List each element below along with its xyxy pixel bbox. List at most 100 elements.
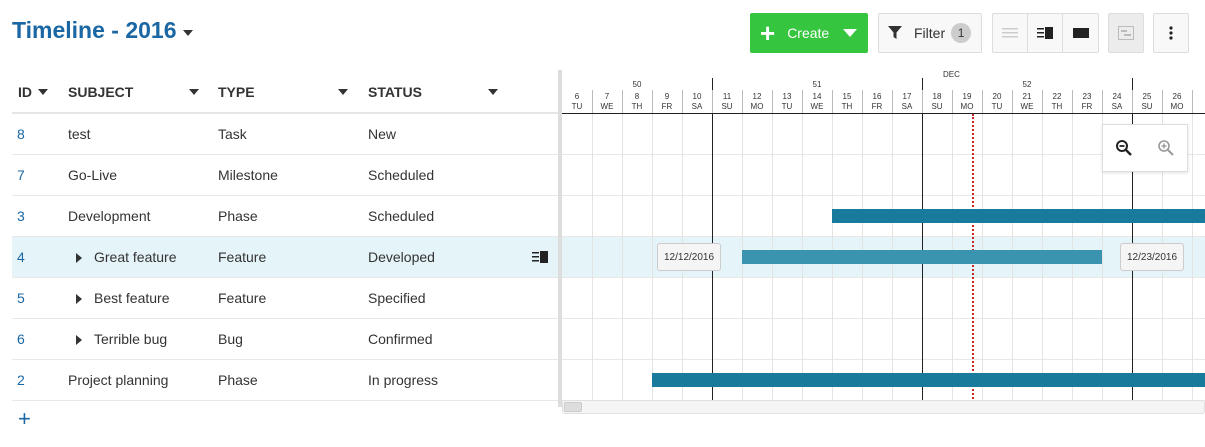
row-subject[interactable]: Project planning: [68, 372, 169, 388]
column-header-status[interactable]: STATUS: [368, 84, 422, 100]
horizontal-scrollbar[interactable]: [562, 400, 1205, 414]
column-header-id[interactable]: ID: [18, 84, 48, 100]
zoom-in-icon[interactable]: [1157, 139, 1175, 157]
gantt-header-tick: [952, 90, 953, 114]
gantt-header-tick: [1042, 90, 1043, 114]
gantt-day-number: 8: [634, 92, 640, 101]
row-type[interactable]: Feature: [218, 249, 267, 265]
row-id-link[interactable]: 4: [17, 249, 25, 265]
row-type[interactable]: Bug: [218, 331, 243, 347]
column-header-subject[interactable]: SUBJECT: [68, 84, 133, 100]
row-id-link[interactable]: 7: [17, 167, 25, 183]
table-row[interactable]: 6 Terrible bug Bug Confirmed: [12, 319, 558, 360]
gantt-header-tick: [892, 90, 893, 114]
table-row[interactable]: 2 Project planning Phase In progress: [12, 360, 558, 401]
timeline-toggle-button[interactable]: [1108, 13, 1144, 53]
gantt-day-label: 16 FR: [862, 92, 892, 112]
row-subject[interactable]: Go-Live: [68, 167, 118, 183]
table-row[interactable]: 3 Development Phase Scheduled: [12, 196, 558, 237]
filter-button[interactable]: Filter 1: [878, 13, 982, 53]
create-button[interactable]: + Create: [750, 13, 868, 53]
gantt-icon: [1118, 26, 1134, 40]
gantt-day-label: 26 MO: [1162, 92, 1192, 112]
row-id-link[interactable]: 6: [17, 331, 25, 347]
row-status[interactable]: Specified: [368, 290, 426, 306]
row-id-link[interactable]: 8: [17, 126, 25, 142]
gantt-bar-project-planning[interactable]: [652, 373, 1205, 387]
gantt-day-number: 2: [1192, 92, 1205, 102]
row-id-link[interactable]: 5: [17, 290, 25, 306]
gantt-weekday: TH: [631, 102, 643, 111]
chevron-down-icon[interactable]: [189, 89, 199, 95]
row-type[interactable]: Phase: [218, 208, 258, 224]
row-type[interactable]: Phase: [218, 372, 258, 388]
gantt-bar-development[interactable]: [832, 209, 1205, 223]
gantt-header-tick: [1012, 90, 1013, 114]
gantt-weekday: MO: [750, 102, 764, 111]
chevron-down-icon[interactable]: [488, 89, 498, 95]
gantt-week-divider: [1132, 78, 1133, 407]
gantt-day-label: 25 SU: [1132, 92, 1162, 112]
row-status[interactable]: Confirmed: [368, 331, 433, 347]
gantt-day-number: 24: [1112, 92, 1122, 101]
table-row[interactable]: 5 Best feature Feature Specified: [12, 278, 558, 319]
gantt-day-number: 22: [1052, 92, 1062, 101]
gantt-chart: 6 TU 7 WE 8 TH 9 FR 10 SA 11 SU 12 MO 13 TU 14 WE 15 TH 16 FR…: [562, 70, 1205, 407]
gantt-header-tick: [1132, 90, 1133, 114]
scrollbar-thumb[interactable]: [564, 402, 582, 412]
row-subject[interactable]: test: [68, 126, 91, 142]
gantt-weekday: SU: [1141, 102, 1153, 111]
row-status[interactable]: New: [368, 126, 397, 142]
gantt-day-number: 10: [692, 92, 702, 101]
gantt-weekday: SU: [931, 102, 943, 111]
gantt-bar-great-feature[interactable]: [742, 250, 1102, 264]
row-subject[interactable]: Best feature: [94, 290, 170, 306]
expand-arrow-icon[interactable]: [76, 335, 82, 345]
zoom-out-icon[interactable]: [1115, 139, 1133, 157]
gantt-row: [562, 114, 1205, 155]
row-status[interactable]: Scheduled: [368, 208, 435, 224]
filter-button-label: Filter: [914, 25, 946, 41]
table-row-selected[interactable]: 4 Great feature Feature Developed: [12, 237, 558, 278]
gantt-month-label: DEC: [943, 70, 960, 79]
pane-splitter[interactable]: [558, 70, 562, 407]
chevron-down-icon[interactable]: [182, 29, 193, 36]
row-type[interactable]: Feature: [218, 290, 267, 306]
gantt-header-tick: [652, 90, 653, 114]
gantt-week-divider: [712, 78, 713, 407]
gantt-weekday: FR: [1081, 102, 1093, 111]
row-id-link[interactable]: 2: [17, 372, 25, 388]
chevron-down-icon[interactable]: [843, 29, 858, 37]
gantt-day-number: 23: [1082, 92, 1092, 101]
row-id-link[interactable]: 3: [17, 208, 25, 224]
gantt-day-number: 25: [1142, 92, 1152, 101]
chevron-down-icon[interactable]: [338, 89, 348, 95]
row-status[interactable]: Scheduled: [368, 167, 435, 183]
gantt-day-label: 12 MO: [742, 92, 772, 112]
row-subject[interactable]: Terrible bug: [94, 331, 168, 347]
expand-arrow-icon[interactable]: [76, 294, 82, 304]
zoom-controls: [1102, 124, 1188, 172]
bar-start-date-label: 12/12/2016: [657, 243, 722, 271]
expand-arrow-icon[interactable]: [76, 253, 82, 263]
row-subject[interactable]: Development: [68, 208, 151, 224]
gantt-header-tick: [712, 90, 713, 114]
more-options-button[interactable]: [1153, 13, 1189, 53]
row-status[interactable]: Developed: [368, 249, 435, 265]
table-row[interactable]: 7 Go-Live Milestone Scheduled: [12, 155, 558, 196]
row-type[interactable]: Milestone: [218, 167, 278, 183]
column-header-type[interactable]: TYPE: [218, 84, 255, 100]
row-subject[interactable]: Great feature: [94, 249, 177, 265]
row-status[interactable]: In progress: [368, 372, 439, 388]
chevron-down-icon[interactable]: [38, 89, 48, 95]
view-table-only-button[interactable]: [992, 13, 1028, 53]
row-type[interactable]: Task: [218, 126, 247, 142]
details-view-icon[interactable]: [532, 251, 548, 263]
table-row[interactable]: 8 test Task New: [12, 114, 558, 155]
view-split-button[interactable]: [1027, 13, 1063, 53]
page-title[interactable]: Timeline - 2016: [12, 17, 193, 44]
timeline-view-icon: [1072, 28, 1089, 38]
add-row-button[interactable]: +: [18, 406, 31, 431]
view-timeline-only-button[interactable]: [1062, 13, 1099, 53]
gantt-day-label: 15 TH: [832, 92, 862, 112]
